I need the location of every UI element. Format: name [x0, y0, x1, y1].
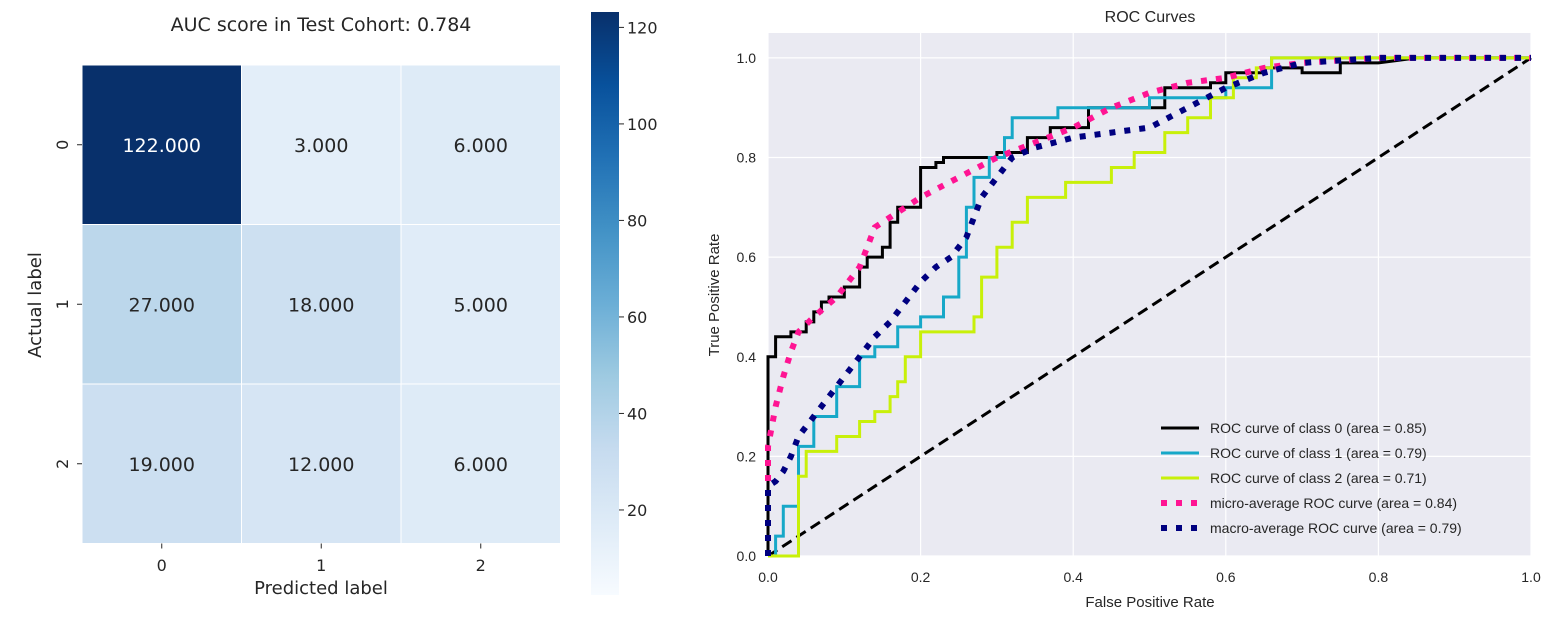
- heatmap-cell-label: 27.000: [129, 294, 195, 316]
- heatmap-cell-label: 6.000: [454, 454, 508, 476]
- heatmap-x-ticks: 0 1 2: [157, 543, 486, 575]
- colorbar-tick-label: 60: [627, 308, 647, 327]
- roc-plot-area: [768, 33, 1531, 556]
- heatmap-cell: [81, 383, 242, 544]
- roc-legend: ROC curve of class 0 (area = 0.85) ROC cu…: [1161, 420, 1462, 536]
- heatmap-cells: 122.000 3.000 6.000 27.000 18.000 5.000 19.000…: [81, 64, 561, 544]
- roc-lines: [765, 54, 1532, 558]
- roc-x-tick-label: 0.4: [1063, 569, 1083, 585]
- roc-y-tick-label: 0.4: [737, 349, 757, 365]
- roc-y-tick-label: 0.6: [737, 249, 757, 265]
- heatmap-y-tick-label: 0: [53, 140, 72, 150]
- heatmap-x-tick-label: 1: [316, 556, 326, 575]
- colorbar-tick-label: 120: [627, 18, 658, 37]
- roc-legend-label: ROC curve of class 2 (area = 0.71): [1210, 470, 1427, 486]
- roc-x-tick-label: 1.0: [1521, 569, 1541, 585]
- roc-xlabel: False Positive Rate: [1085, 594, 1214, 611]
- heatmap-xlabel: Predicted label: [254, 578, 388, 599]
- heatmap-cell-label: 6.000: [454, 135, 508, 157]
- colorbar-tick-label: 40: [627, 404, 647, 423]
- heatmap-cell-label: 5.000: [454, 294, 508, 316]
- heatmap-cell-label: 18.000: [288, 294, 354, 316]
- roc-series-line-1: [768, 56, 1531, 558]
- heatmap-cell: [400, 64, 561, 225]
- roc-grid: [767, 33, 1532, 557]
- heatmap-y-tick-label: 2: [53, 459, 72, 469]
- roc-ylabel: True Positive Rate: [706, 234, 723, 357]
- heatmap-x-tick-label: 2: [476, 556, 486, 575]
- heatmap-x-tick-label: 0: [157, 556, 167, 575]
- heatmap-cell-label: 122.000: [122, 135, 201, 157]
- heatmap-cell-label: 12.000: [288, 454, 354, 476]
- roc-title: ROC Curves: [1105, 9, 1196, 26]
- roc-series-line-4: [765, 54, 1531, 556]
- colorbar-ticks: 20 40 60 80 100 120: [619, 18, 658, 520]
- roc-y-tick-label: 0.2: [737, 448, 757, 464]
- roc-legend-label: micro-average ROC curve (area = 0.84): [1210, 495, 1457, 511]
- roc-y-tick-label: 0.8: [737, 150, 757, 166]
- roc-x-tick-label: 0.0: [758, 569, 778, 585]
- roc-legend-label: ROC curve of class 1 (area = 0.79): [1210, 445, 1427, 461]
- colorbar-tick-label: 20: [627, 501, 647, 520]
- roc-legend-label: macro-average ROC curve (area = 0.79): [1210, 520, 1462, 536]
- confusion-matrix-heatmap: AUC score in Test Cohort: 0.784 122.000 3…: [25, 12, 658, 599]
- roc-x-ticks: 0.0 0.2 0.4 0.6 0.8 1.0: [758, 569, 1541, 585]
- heatmap-cell-label: 3.000: [294, 135, 348, 157]
- heatmap-cell: [400, 224, 561, 385]
- roc-x-tick-label: 0.8: [1369, 569, 1389, 585]
- heatmap-cell: [81, 64, 242, 225]
- heatmap-ylabel: Actual label: [25, 252, 46, 358]
- heatmap-cell: [81, 224, 242, 385]
- roc-series-line-0: [766, 56, 1531, 556]
- colorbar-tick-label: 100: [627, 115, 658, 134]
- roc-x-tick-label: 0.6: [1216, 569, 1236, 585]
- heatmap-y-tick-label: 1: [53, 299, 72, 309]
- heatmap-cell: [241, 383, 402, 544]
- roc-series-line-3: [765, 54, 1531, 556]
- heatmap-cell-label: 19.000: [129, 454, 195, 476]
- heatmap-title: AUC score in Test Cohort: 0.784: [171, 14, 472, 36]
- heatmap-cell: [241, 224, 402, 385]
- roc-legend-label: ROC curve of class 0 (area = 0.85): [1210, 420, 1427, 436]
- roc-y-tick-label: 0.0: [737, 548, 757, 564]
- roc-y-tick-label: 1.0: [737, 50, 757, 66]
- colorbar: [591, 12, 619, 595]
- heatmap-y-ticks: 0 1 2: [53, 140, 82, 469]
- heatmap-cell: [241, 64, 402, 225]
- roc-y-ticks: 0.0 0.2 0.4 0.6 0.8 1.0: [737, 50, 757, 564]
- colorbar-tick-label: 80: [627, 211, 647, 230]
- roc-x-tick-label: 0.2: [911, 569, 931, 585]
- roc-chart: ROC Curves 0.0 0.2 0.4 0.6 0.8 1.0 0.00.20.40…: [706, 9, 1541, 611]
